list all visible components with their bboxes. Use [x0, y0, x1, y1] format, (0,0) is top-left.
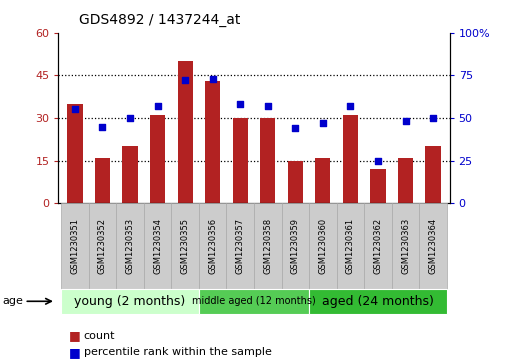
Bar — [61, 289, 199, 314]
Point — [99, 123, 107, 129]
Bar — [426, 146, 440, 203]
Text: young (2 months): young (2 months) — [74, 295, 185, 308]
Point — [319, 120, 327, 126]
Bar — [61, 203, 89, 289]
Bar — [315, 158, 330, 203]
Bar — [227, 203, 254, 289]
Bar — [309, 289, 447, 314]
Text: GSM1230354: GSM1230354 — [153, 218, 162, 274]
Bar — [205, 81, 220, 203]
Point — [209, 76, 217, 82]
Bar — [150, 115, 165, 203]
Bar — [68, 104, 82, 203]
Text: GSM1230352: GSM1230352 — [98, 218, 107, 274]
Bar — [398, 158, 413, 203]
Point — [346, 103, 355, 109]
Text: GSM1230360: GSM1230360 — [319, 218, 327, 274]
Bar — [116, 203, 144, 289]
Text: GSM1230353: GSM1230353 — [125, 218, 135, 274]
Text: GSM1230362: GSM1230362 — [373, 218, 383, 274]
Text: GSM1230364: GSM1230364 — [429, 218, 437, 274]
Point — [264, 103, 272, 109]
Text: ■: ■ — [69, 346, 80, 359]
Bar — [343, 115, 358, 203]
Text: GDS4892 / 1437244_at: GDS4892 / 1437244_at — [79, 13, 240, 27]
Bar — [122, 146, 138, 203]
Text: GSM1230351: GSM1230351 — [71, 218, 79, 274]
Text: GSM1230359: GSM1230359 — [291, 218, 300, 274]
Bar — [364, 203, 392, 289]
Text: GSM1230363: GSM1230363 — [401, 218, 410, 274]
Bar — [419, 203, 447, 289]
Bar — [171, 203, 199, 289]
Text: aged (24 months): aged (24 months) — [322, 295, 434, 308]
Point — [374, 158, 382, 163]
Text: GSM1230361: GSM1230361 — [346, 218, 355, 274]
Text: age: age — [3, 296, 23, 306]
Bar — [254, 203, 281, 289]
Text: middle aged (12 months): middle aged (12 months) — [192, 296, 316, 306]
Text: ■: ■ — [69, 329, 80, 342]
Bar — [199, 289, 309, 314]
Point — [291, 125, 299, 131]
Point — [401, 118, 409, 124]
Bar — [370, 169, 386, 203]
Bar — [95, 158, 110, 203]
Text: GSM1230355: GSM1230355 — [181, 218, 189, 274]
Bar — [392, 203, 419, 289]
Point — [153, 103, 162, 109]
Bar — [309, 203, 337, 289]
Bar — [281, 203, 309, 289]
Bar — [233, 118, 248, 203]
Point — [236, 101, 244, 107]
Bar — [178, 61, 193, 203]
Bar — [260, 118, 275, 203]
Point — [181, 78, 189, 83]
Point — [126, 115, 134, 121]
Text: percentile rank within the sample: percentile rank within the sample — [84, 347, 272, 357]
Text: count: count — [84, 331, 115, 341]
Bar — [288, 160, 303, 203]
Point — [429, 115, 437, 121]
Text: GSM1230358: GSM1230358 — [263, 218, 272, 274]
Text: GSM1230357: GSM1230357 — [236, 218, 245, 274]
Bar — [144, 203, 171, 289]
Bar — [199, 203, 227, 289]
Bar — [89, 203, 116, 289]
Text: GSM1230356: GSM1230356 — [208, 218, 217, 274]
Point — [71, 107, 79, 113]
Bar — [337, 203, 364, 289]
